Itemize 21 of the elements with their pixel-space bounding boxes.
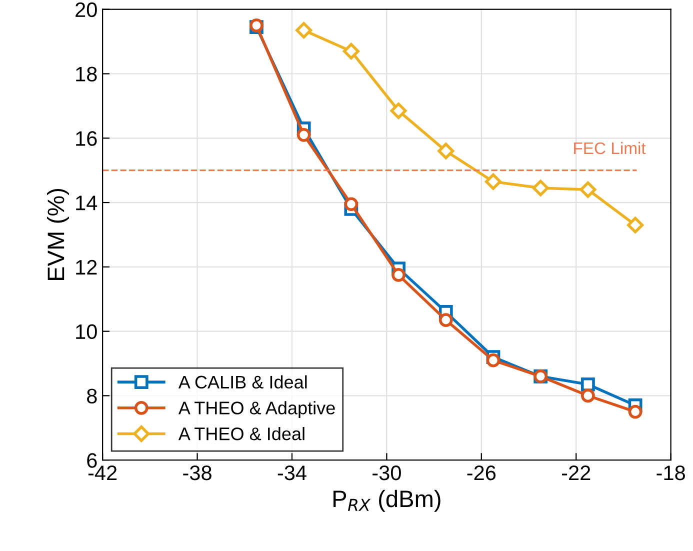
x-axis-title: P$_{RX}$ (dBm): [334, 490, 440, 512]
legend-label: A THEO & Adaptive: [178, 401, 335, 418]
x-tick-label: -26: [467, 465, 496, 480]
y-tick-label: 6: [87, 453, 97, 468]
y-tick-label: 14: [76, 196, 98, 210]
y-tick-label: 16: [76, 131, 97, 146]
x-tick-label: -22: [562, 465, 590, 480]
y-axis-title: EVM (%): [46, 188, 69, 280]
y-tick-label: 8: [87, 388, 97, 404]
x-tick-label: -34: [278, 465, 306, 480]
x-tick-label: -42: [88, 465, 117, 480]
x-tick-label: -18: [656, 465, 685, 480]
x-tick-label: -38: [183, 465, 212, 480]
ref-line-label: FEC Limit: [574, 142, 646, 154]
y-tick-label: 12: [76, 260, 97, 274]
y-tick-label: 20: [76, 2, 97, 18]
y-tick-label: 18: [76, 66, 97, 82]
y-tick-label: 10: [76, 324, 97, 340]
legend-label: A THEO & Ideal: [178, 427, 304, 440]
x-tick-label: -30: [372, 465, 401, 480]
legend-label: A CALIB & Ideal: [178, 375, 307, 389]
